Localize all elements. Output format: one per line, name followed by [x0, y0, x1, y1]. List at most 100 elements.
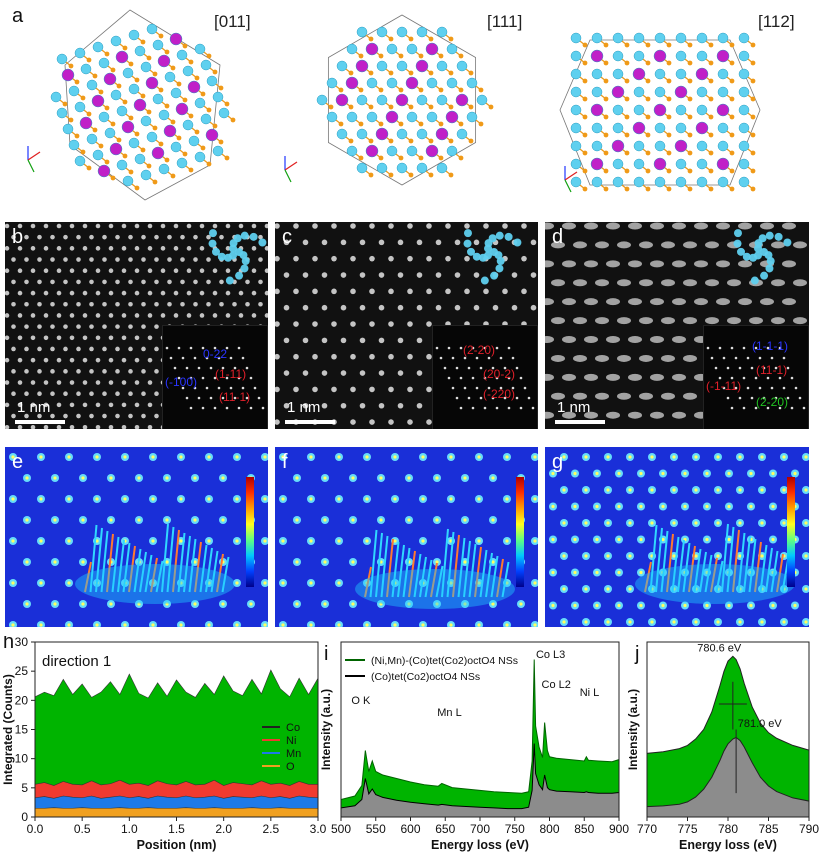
oxygen-atom [603, 114, 609, 120]
atomic-column [340, 272, 347, 278]
atomic-column [650, 260, 664, 268]
atomic-column [426, 255, 432, 262]
oxygen-atom [624, 168, 630, 174]
intensity-peak-core [804, 521, 808, 525]
surface-spike [419, 556, 427, 598]
metal-atom-a [716, 103, 730, 117]
atomic-column [37, 413, 42, 419]
x-tick-label: 770 [637, 822, 657, 836]
atomic-column [76, 369, 81, 374]
intensity-peak-core [749, 471, 753, 476]
overlay-atom [765, 264, 774, 273]
oxygen-atom [645, 150, 651, 156]
atomic-column [650, 411, 664, 419]
panel-letter-g: g [552, 451, 564, 473]
intensity-peak-core [705, 471, 709, 476]
atomic-column [212, 313, 218, 318]
atomic-column [340, 370, 347, 376]
oxygen-atom [478, 87, 484, 93]
diffraction-spot [507, 406, 511, 410]
diffraction-spot [435, 346, 439, 350]
intensity-peak-core [683, 504, 687, 509]
atomic-column [5, 402, 10, 408]
atomic-column [606, 298, 620, 306]
intensity-peak-core [760, 455, 764, 459]
surface-spike [693, 548, 702, 593]
intensity-peak-core [281, 581, 285, 585]
atomic-column [302, 402, 309, 409]
atomic-column [617, 392, 631, 400]
diffraction-spot [770, 356, 774, 360]
atomic-column [426, 419, 432, 425]
cobalt-atom [612, 122, 624, 134]
oxygen-atom [86, 57, 92, 63]
diffraction-spot [185, 396, 189, 400]
cobalt-atom [633, 50, 645, 62]
atomic-column [782, 260, 796, 268]
cobalt-atom [128, 83, 140, 95]
overlay-atom [224, 253, 233, 262]
atomic-column [89, 346, 94, 352]
oxygen-atom [438, 53, 444, 59]
intensity-peak-core [421, 539, 425, 543]
intensity-peak-core [771, 603, 775, 608]
atomic-column [63, 324, 68, 329]
atomic-column [141, 369, 146, 374]
oxygen-atom [729, 114, 735, 120]
intensity-peak-core [323, 518, 327, 522]
metal-atom-a [425, 42, 439, 56]
intensity-peak-core [263, 539, 267, 543]
atomic-column [683, 317, 697, 325]
y-tick-label: 5 [21, 781, 28, 795]
oxygen-atom [104, 105, 110, 111]
atomic-column [63, 346, 68, 352]
oxygen-atom [140, 93, 146, 99]
atomic-column [121, 357, 127, 363]
diffraction-spot [459, 406, 463, 410]
intensity-peak-core [137, 476, 141, 480]
panel-letter-b: b [12, 226, 24, 248]
atomic-column [483, 223, 489, 229]
surface-spike [111, 536, 120, 593]
diffraction-spot [738, 396, 742, 400]
intensity-peak-core [309, 581, 313, 585]
cobalt-atom [591, 140, 603, 152]
y-axis-label: Integrated (Counts) [1, 674, 15, 785]
intensity-peak-core [533, 581, 537, 585]
surface-spike [770, 550, 779, 593]
oxygen-atom [122, 45, 128, 51]
oxygen-atom [104, 159, 110, 165]
atomic-column [17, 313, 23, 318]
oxygen-atom [388, 172, 394, 178]
atomic-column [397, 337, 404, 344]
intensity-peak-core [793, 471, 797, 476]
atomic-column [11, 346, 16, 352]
surface-spike [726, 526, 735, 593]
oxygen-atom [478, 121, 484, 127]
surface-spike [682, 542, 691, 593]
intensity-peak-core [281, 623, 285, 627]
panel-letter-f: f [282, 451, 288, 473]
cobalt-atom [633, 104, 645, 116]
intensity-peak-core [595, 504, 599, 509]
atomic-column [350, 419, 356, 425]
diffraction-spot [790, 406, 794, 410]
intensity-peak-core [323, 602, 327, 606]
atomic-column [30, 357, 36, 363]
oxygen-atom [212, 123, 218, 129]
intensity-peak-core [67, 455, 71, 459]
axis-y-arrow [564, 179, 572, 193]
atomic-column [43, 290, 49, 296]
oxygen-atom [603, 42, 609, 48]
y-tick-label: 0 [21, 810, 28, 824]
atomic-column [584, 373, 598, 381]
atomic-column [102, 324, 107, 329]
surface-spike [715, 560, 724, 593]
intensity-peak-core [491, 518, 495, 522]
atomic-column [108, 268, 114, 274]
oxygen-atom [687, 132, 693, 138]
atomic-column [17, 380, 23, 385]
oxygen-atom [603, 186, 609, 192]
surface-spike [144, 554, 153, 593]
